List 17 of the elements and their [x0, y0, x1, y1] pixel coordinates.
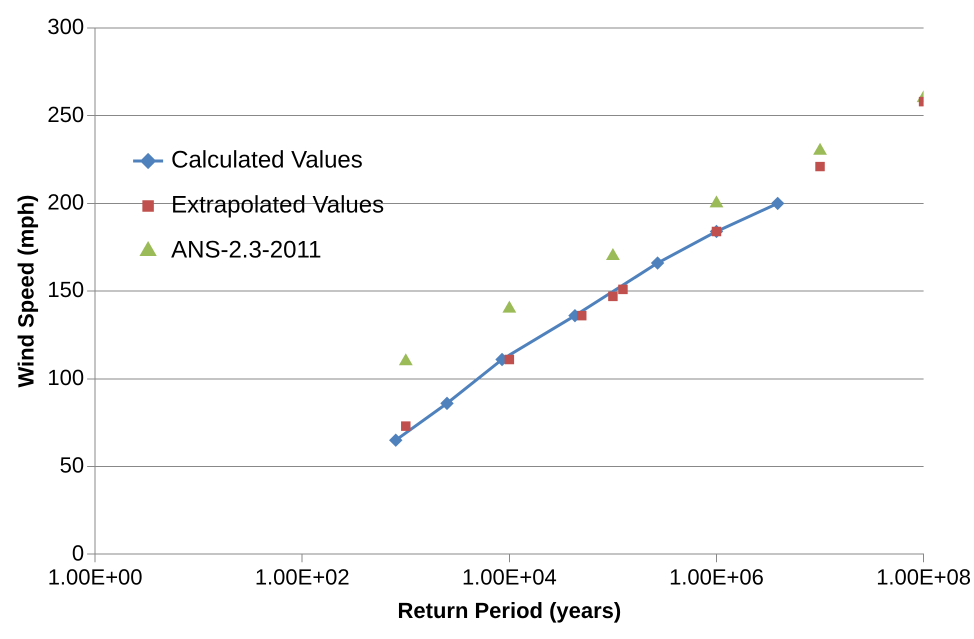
y-tick-label: 300	[47, 14, 84, 40]
x-axis-title: Return Period (years)	[397, 598, 622, 623]
y-tick-label: 200	[47, 189, 84, 214]
x-tick-label: 1.00E+02	[254, 564, 350, 590]
y-tick-label: 100	[47, 364, 84, 390]
legend-label: ANS-2.3-2011	[171, 236, 322, 264]
y-tick-label: 250	[47, 102, 84, 127]
x-tick-label: 1.00E+04	[462, 564, 557, 590]
y-axis-title: Wind Speed (mph)	[13, 194, 38, 388]
x-tick-label: 1.00E+06	[669, 564, 764, 590]
x-tick-label: 1.00E+08	[876, 564, 971, 590]
y-tick-label: 50	[60, 452, 84, 478]
y-tick-label: 0	[72, 540, 84, 566]
y-tick-label: 150	[47, 277, 84, 302]
x-tick-label: 1.00E+00	[48, 564, 143, 590]
legend-label: Calculated Values	[171, 146, 363, 174]
legend-label: Extrapolated Values	[171, 192, 384, 219]
